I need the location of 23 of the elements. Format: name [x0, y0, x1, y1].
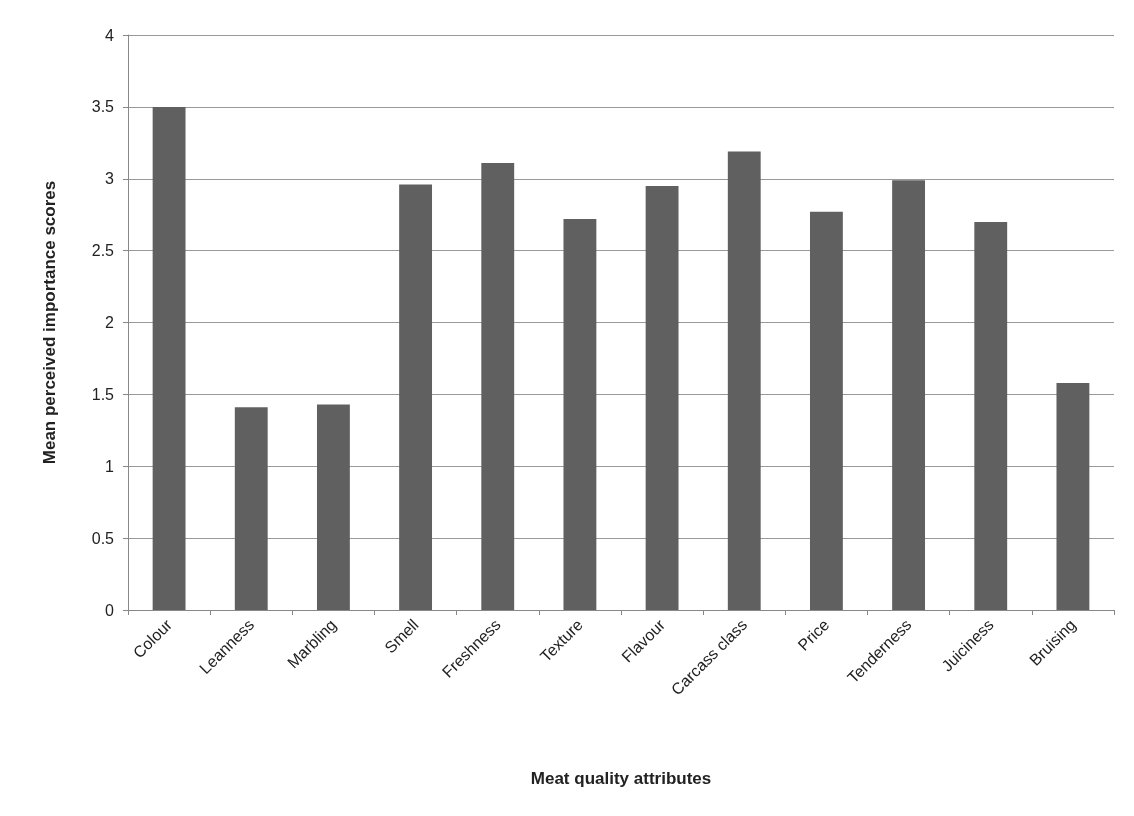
- bar: [974, 221, 1008, 610]
- y-tick-label: 4: [105, 26, 115, 44]
- bar: [563, 219, 597, 610]
- bar: [1056, 382, 1090, 610]
- bar: [727, 151, 761, 610]
- bar: [892, 180, 926, 610]
- y-tick-label: 1.5: [91, 385, 115, 403]
- bar: [234, 407, 268, 610]
- y-tick-label: 3: [105, 170, 115, 188]
- bar: [645, 185, 679, 610]
- y-tick-label: 3.5: [91, 98, 115, 116]
- y-tick-label: 0: [105, 601, 115, 619]
- bar: [481, 162, 515, 610]
- bar: [316, 404, 350, 610]
- y-tick-label: 1: [105, 457, 115, 475]
- x-axis-title: Meat quality attributes: [530, 769, 712, 788]
- y-axis-title: Mean perceived importance scores: [40, 180, 59, 465]
- y-tick-label: 2: [105, 314, 115, 331]
- y-tick-label: 2.5: [91, 242, 115, 260]
- bar: [809, 211, 843, 610]
- bar: [399, 184, 433, 610]
- y-tick-label: 0.5: [91, 529, 115, 547]
- bar: [152, 106, 186, 610]
